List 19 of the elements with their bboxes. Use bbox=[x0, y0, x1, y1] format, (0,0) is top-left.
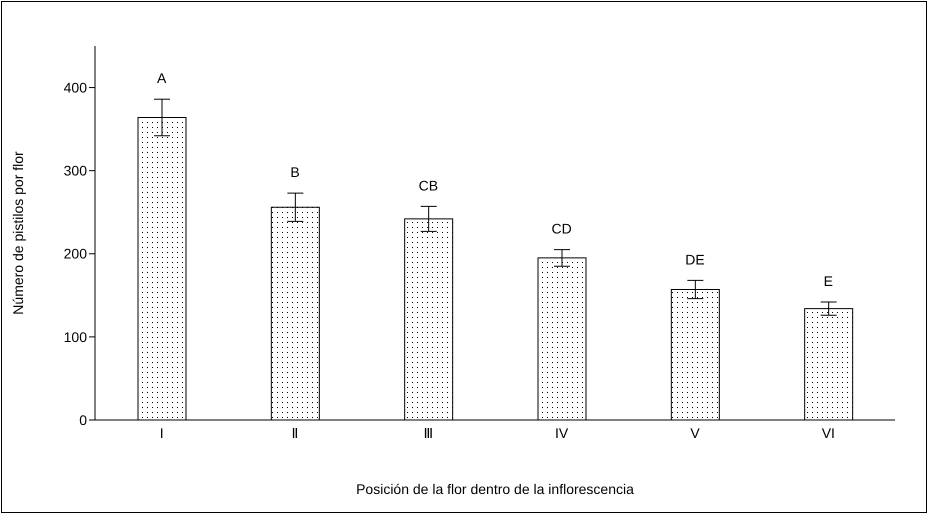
y-tick-label: 200 bbox=[64, 246, 88, 262]
x-axis-title: Posición de la flor dentro de la inflorescencia bbox=[356, 481, 634, 497]
x-tick-label: V bbox=[690, 424, 700, 441]
y-tick-label: 300 bbox=[64, 162, 88, 179]
x-tick-label: I bbox=[160, 424, 164, 441]
y-tick-label: 0 bbox=[79, 412, 88, 428]
annotation: E bbox=[824, 272, 834, 289]
annotation: B bbox=[290, 164, 300, 180]
annotation: A bbox=[156, 70, 167, 86]
annotation: DE bbox=[685, 251, 705, 268]
x-tick-label: VI bbox=[822, 424, 835, 441]
annotation: CB bbox=[418, 177, 438, 194]
x-tick-label: IV bbox=[555, 424, 569, 441]
y-tick-label: 400 bbox=[64, 80, 88, 96]
x-tick-label: Ⅱ bbox=[292, 424, 298, 441]
annotation: CD bbox=[552, 220, 572, 237]
x-tick-label: Ⅲ bbox=[423, 424, 434, 441]
y-axis-title: Número de pistilos por flor bbox=[10, 150, 26, 315]
y-tick-label: 100 bbox=[64, 328, 88, 345]
